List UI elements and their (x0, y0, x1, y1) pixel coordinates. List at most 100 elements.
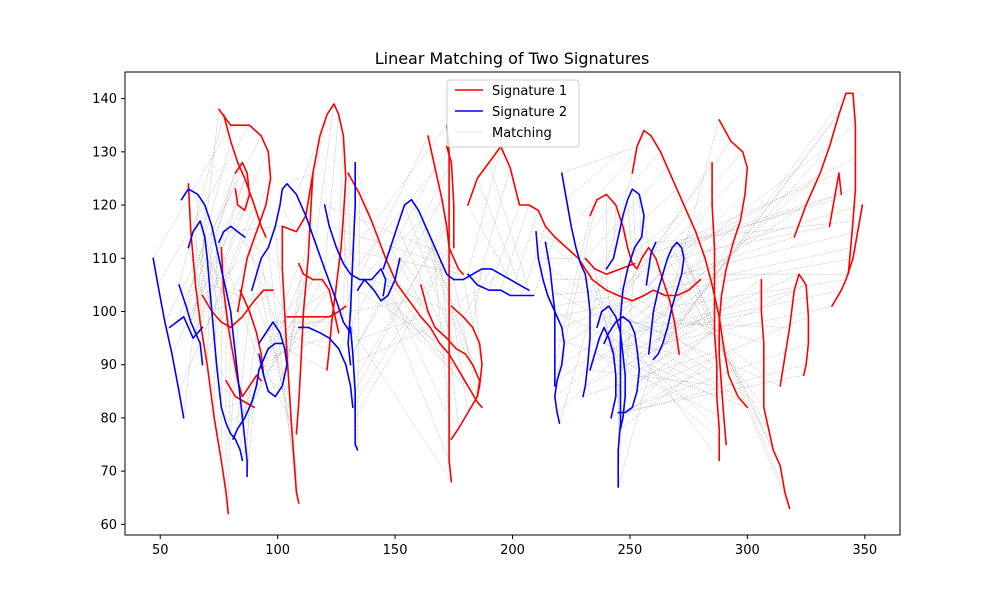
matching-line (488, 162, 530, 291)
matching-line (390, 247, 436, 328)
matching-line (268, 247, 297, 493)
matching-line (206, 226, 213, 365)
matching-line (646, 125, 856, 286)
matching-line (343, 215, 351, 333)
matching-line (648, 156, 856, 270)
matching-line (282, 188, 306, 216)
matching-line (521, 226, 546, 296)
matching-line (554, 337, 748, 408)
matching-line (199, 220, 222, 323)
matching-line (676, 242, 781, 466)
signature-1-stroke (201, 289, 274, 329)
matching-line (667, 258, 769, 429)
matching-line (657, 93, 847, 355)
matching-line (260, 258, 295, 461)
signature-1-stroke (297, 262, 340, 334)
matching-line (564, 289, 654, 344)
signature-2-stroke (232, 342, 284, 441)
y-tick-label: 110 (92, 252, 117, 267)
signature-2-stroke (152, 257, 185, 419)
signature-2-stroke (647, 241, 685, 361)
matching-line (251, 290, 290, 392)
signature-1-stroke (584, 257, 636, 276)
matching-line (404, 204, 457, 349)
signature-1-stroke (718, 119, 749, 446)
matching-line (488, 204, 520, 291)
signature-2-stroke (323, 204, 387, 297)
matching-line (380, 300, 469, 387)
matching-line (653, 93, 854, 360)
legend-label-signature-1: Signature 1 (492, 84, 567, 99)
matching-line (357, 194, 361, 450)
matching-line (571, 135, 652, 227)
y-tick-label: 140 (92, 92, 117, 107)
matching-line (658, 247, 851, 291)
matching-line (657, 290, 764, 376)
matching-line (651, 188, 856, 254)
x-tick-label: 150 (383, 543, 408, 558)
matching-line (314, 103, 335, 243)
signature-2-stroke (589, 326, 617, 419)
matching-line (214, 290, 274, 339)
matching-line (157, 125, 250, 286)
matching-line (672, 199, 835, 248)
signature-2-stroke (218, 225, 246, 244)
matching-line (357, 289, 440, 344)
matching-line (622, 321, 720, 419)
series-signature-2 (152, 161, 685, 488)
matching-line (354, 204, 386, 259)
matching-line (625, 268, 727, 376)
matching-line (472, 268, 483, 328)
matching-line (218, 385, 236, 397)
matching-line (667, 226, 830, 259)
legend: Signature 1 Signature 2 Matching (446, 79, 580, 148)
signature-1-stroke (218, 108, 272, 313)
signature-strokes (152, 92, 864, 515)
matching-line (275, 311, 304, 397)
matching-line (554, 311, 743, 403)
chart-title: Linear Matching of Two Signatures (375, 49, 650, 68)
matching-line (195, 178, 246, 333)
matching-line (258, 311, 335, 371)
matching-line (199, 204, 255, 344)
matching-line (228, 311, 231, 514)
matching-line (324, 114, 339, 269)
matching-line (354, 247, 455, 419)
matching-line (324, 204, 454, 259)
matching-line (387, 295, 478, 403)
matching-line (380, 268, 450, 365)
matching-line (364, 279, 450, 355)
matching-line (535, 231, 567, 248)
matching-line (296, 135, 321, 195)
matching-line (667, 146, 830, 328)
matching-line (639, 194, 642, 259)
matching-line (188, 247, 203, 296)
x-axis: 50 100 150 200 250 300 350 (152, 535, 877, 558)
signature-2-stroke (605, 188, 645, 488)
signature-2-stroke (596, 305, 627, 430)
matching-line (305, 114, 328, 216)
matching-line (352, 258, 398, 286)
matching-line (258, 247, 342, 344)
x-tick-label: 250 (618, 543, 643, 558)
y-tick-label: 130 (92, 145, 117, 160)
matching-line (662, 114, 840, 344)
matching-line (218, 242, 264, 376)
matching-line (585, 316, 720, 387)
signature-1-stroke (589, 193, 681, 355)
matching-line (446, 274, 469, 413)
signature-1-stroke (467, 145, 702, 302)
matching-line (178, 114, 224, 285)
matching-line (383, 268, 429, 312)
matching-line (223, 226, 283, 232)
matching-line (676, 258, 854, 291)
matching-line (672, 279, 847, 307)
signature-1-stroke (831, 204, 864, 308)
matching-line (622, 289, 675, 323)
matching-line (286, 215, 311, 365)
signature-2-stroke (603, 315, 641, 414)
signature-2-stroke (349, 326, 359, 451)
matching-line (225, 407, 255, 424)
x-tick-label: 100 (265, 543, 290, 558)
